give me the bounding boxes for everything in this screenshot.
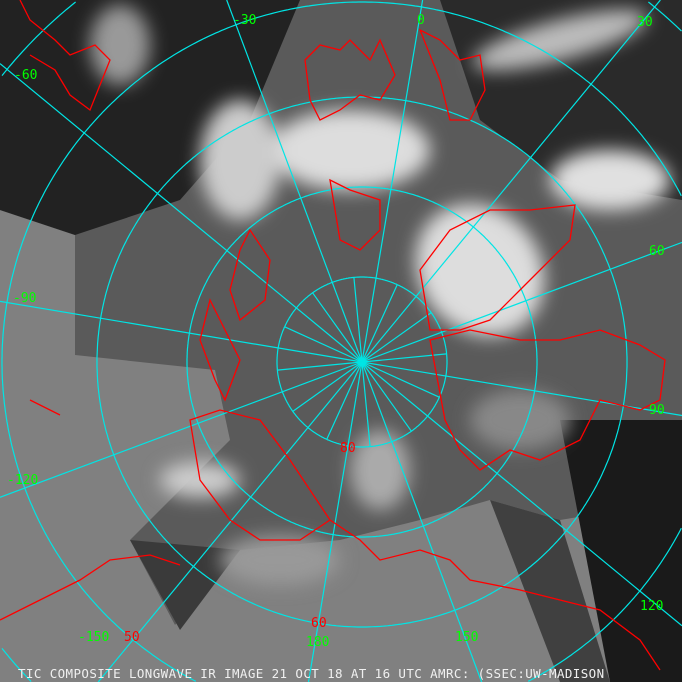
- lon-label: 60: [649, 244, 665, 259]
- meridian-line: [361, 361, 682, 627]
- lon-label: -150: [78, 630, 109, 645]
- lon-label: 120: [640, 599, 663, 614]
- meridian-line: [277, 361, 363, 371]
- meridian-line: [361, 0, 661, 363]
- meridian-line: [307, 361, 363, 682]
- meridian-line: [361, 361, 483, 682]
- lat-label: 60: [311, 616, 327, 631]
- latitude-circle: [186, 186, 538, 538]
- coastlines: [0, 0, 666, 671]
- meridian-line: [361, 284, 398, 363]
- meridian-line: [292, 361, 363, 412]
- meridian-line: [361, 0, 424, 363]
- lon-label: -120: [7, 473, 38, 488]
- latitude-circle: [96, 96, 628, 628]
- meridian-line: [361, 361, 412, 432]
- image-caption: TIC COMPOSITE LONGWAVE IR IMAGE 21 OCT 1…: [18, 666, 605, 681]
- lat-label: 50: [124, 630, 140, 645]
- latitude-circle: [276, 276, 448, 448]
- meridian-line: [326, 361, 363, 440]
- meridian-line: [0, 300, 363, 363]
- lon-label: -60: [14, 68, 37, 83]
- meridian-line: [0, 361, 363, 498]
- meridian-line: [312, 292, 363, 363]
- graticule-labels: -30 0 30 -60 60 -90 90 -120 120 180 150 …: [7, 13, 665, 650]
- meridian-line: [361, 361, 371, 447]
- meridian-line: [361, 312, 432, 363]
- meridian-line: [97, 361, 363, 682]
- lon-label: 90: [649, 403, 665, 418]
- meridian-line: [0, 63, 363, 363]
- meridian-line: [361, 241, 682, 363]
- meridian-line: [226, 0, 363, 363]
- lon-label: 180: [306, 635, 329, 650]
- meridian-line: [361, 361, 440, 398]
- lon-label: 30: [637, 15, 653, 30]
- lon-label: -30: [233, 13, 256, 28]
- meridian-line: [353, 277, 363, 363]
- lat-label: 80: [340, 441, 356, 456]
- lon-label: -90: [13, 291, 36, 306]
- lon-label: 0: [417, 13, 425, 28]
- meridian-line: [284, 326, 363, 363]
- lon-label: 150: [455, 630, 478, 645]
